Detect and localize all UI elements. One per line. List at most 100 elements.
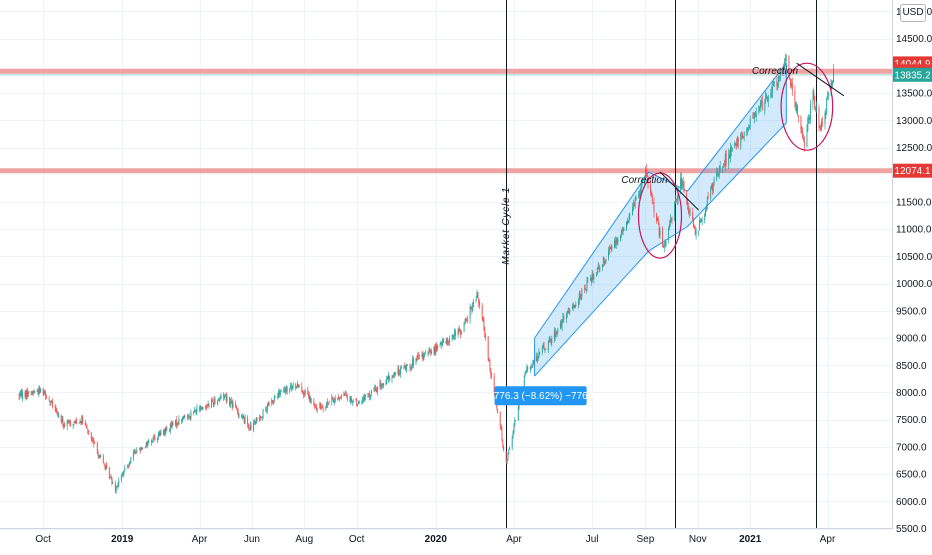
candle-body <box>803 137 804 140</box>
candle-body <box>557 329 559 334</box>
candle-body <box>549 338 551 341</box>
candle-body <box>370 390 372 395</box>
candle-body <box>205 406 207 408</box>
candle-body <box>52 401 54 407</box>
candle-body <box>25 390 27 398</box>
candle-body <box>821 121 822 130</box>
candle-body <box>122 474 124 476</box>
candle-body <box>51 401 53 403</box>
candle-body <box>626 222 627 230</box>
candle-body <box>349 399 351 401</box>
candle-body <box>126 465 128 467</box>
candle-body <box>749 118 751 128</box>
candle-body <box>670 219 672 221</box>
candle-body <box>632 205 634 206</box>
candle-body <box>152 437 154 441</box>
correction-circle[interactable] <box>637 172 683 259</box>
candle-body <box>523 376 525 394</box>
channel-lower-line[interactable] <box>534 122 787 377</box>
price-tick-label: 11500.0 <box>896 198 932 209</box>
trend-lines[interactable] <box>659 62 845 211</box>
candle-body <box>681 182 683 186</box>
candle-body <box>62 418 64 427</box>
trend-line[interactable] <box>796 62 845 97</box>
candle-body <box>284 389 286 392</box>
price-channel[interactable] <box>534 62 787 377</box>
candle-body <box>416 357 418 359</box>
candle-body <box>339 396 341 399</box>
candle-body <box>695 230 697 235</box>
time-tick-label: Sep <box>637 534 655 545</box>
candle-body <box>454 330 456 337</box>
candle-body <box>797 115 799 118</box>
candle-body <box>72 424 74 427</box>
candle-body <box>160 430 162 436</box>
candle-body <box>797 105 798 115</box>
candle-body <box>43 391 45 393</box>
candle-body <box>90 432 92 439</box>
candle-body <box>26 391 28 397</box>
candle-body <box>230 401 231 405</box>
correction-circles[interactable] <box>637 62 834 259</box>
candle-body <box>529 366 531 370</box>
candle-body <box>301 385 303 392</box>
candle-body <box>478 298 480 303</box>
candle-body <box>662 229 664 248</box>
candle-body <box>629 215 631 216</box>
candle-body <box>153 436 155 438</box>
candle-body <box>156 438 158 441</box>
candle-body <box>248 427 250 429</box>
candle-body <box>253 422 255 431</box>
candle-body <box>646 172 648 177</box>
candle-body <box>147 442 149 445</box>
trend-line[interactable] <box>659 171 700 211</box>
candle-body <box>32 391 34 393</box>
candle-body <box>427 352 429 354</box>
candle-body <box>553 330 555 339</box>
candle-body <box>483 320 485 330</box>
candle-body <box>358 402 360 403</box>
candle-body <box>819 127 821 129</box>
candle-body <box>67 421 69 424</box>
candle-body <box>466 320 468 322</box>
candle-body <box>509 447 511 450</box>
candle-body <box>449 338 450 343</box>
candle-body <box>20 390 22 396</box>
candle-body <box>364 394 366 397</box>
currency-label[interactable]: USD <box>900 4 926 22</box>
candle-body <box>693 218 694 228</box>
candle-body <box>100 456 102 457</box>
candle-body <box>412 359 414 367</box>
candle-body <box>640 183 642 193</box>
candle-body <box>471 308 473 312</box>
candle-body <box>820 127 822 131</box>
price-tick-label: 8500.0 <box>896 361 927 372</box>
candle-body <box>652 202 654 204</box>
candle-body <box>571 306 573 310</box>
correction-circle[interactable] <box>780 62 834 151</box>
candle-body <box>39 387 41 393</box>
candle-body <box>381 386 383 388</box>
candle-body <box>706 197 708 207</box>
candle-body <box>66 421 68 427</box>
time-axis[interactable]: Oct 2019 Apr Jun Aug Oct 2020 Apr Jul Sep Nov 2021 A… <box>35 534 836 545</box>
channel-fill[interactable] <box>534 63 787 377</box>
candle-body <box>801 131 803 133</box>
candle-body <box>206 406 208 408</box>
candle-body <box>635 196 637 200</box>
candle-body <box>574 305 576 308</box>
candle-body <box>344 393 346 395</box>
candle-body <box>827 93 829 95</box>
candle-body <box>608 250 609 259</box>
candle-body <box>764 103 766 111</box>
candle-body <box>418 355 420 357</box>
channel-upper-line[interactable] <box>534 62 787 339</box>
candle-body <box>358 401 359 404</box>
candle-body <box>374 388 376 392</box>
candle-body <box>109 476 111 478</box>
candle-body <box>292 384 294 387</box>
candle-body <box>590 278 592 283</box>
candle-body <box>279 391 281 395</box>
